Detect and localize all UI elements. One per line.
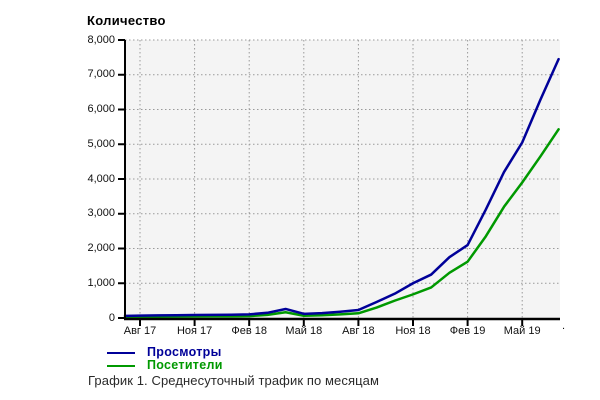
y-tick-label: 0 xyxy=(108,311,115,324)
x-tick-label: Фев 19 xyxy=(449,325,486,337)
y-tick-label: 1,000 xyxy=(87,276,115,289)
x-tick-label: Авг 17 xyxy=(123,325,157,337)
y-tick-label: 3,000 xyxy=(87,207,115,220)
x-tick-label: Авг 18 xyxy=(342,325,375,337)
visitors-line-swatch xyxy=(107,364,135,367)
y-tick-label: 4,000 xyxy=(87,172,115,185)
y-tick-label: 5,000 xyxy=(87,137,115,150)
y-tick-label: 7,000 xyxy=(87,68,115,81)
legend: Просмотры Посетители xyxy=(107,346,223,372)
x-tick-label-clipped: . xyxy=(562,320,566,332)
x-tick-label: Ноя 17 xyxy=(176,325,213,337)
views-line xyxy=(123,57,560,318)
legend-label-views: Просмотры xyxy=(147,345,222,359)
views-line-swatch xyxy=(107,351,135,354)
y-tick-label: 2,000 xyxy=(87,242,115,254)
x-tick-label: Май 18 xyxy=(285,325,323,337)
y-tick-label: 6,000 xyxy=(87,103,115,115)
x-tick-label: Ноя 18 xyxy=(395,325,431,337)
x-tick-label: Май 19 xyxy=(503,325,541,337)
legend-item-views: Просмотры xyxy=(107,346,223,359)
visitors-line xyxy=(123,128,560,319)
legend-item-visitors: Посетители xyxy=(107,359,223,372)
y-tick-label: 8,000 xyxy=(87,33,115,46)
legend-label-visitors: Посетители xyxy=(147,358,223,372)
chart-caption: График 1. Среднесуточный трафик по месяц… xyxy=(88,373,380,388)
chart-title: Количество xyxy=(87,13,166,28)
x-tick-label: Фев 18 xyxy=(231,325,267,337)
